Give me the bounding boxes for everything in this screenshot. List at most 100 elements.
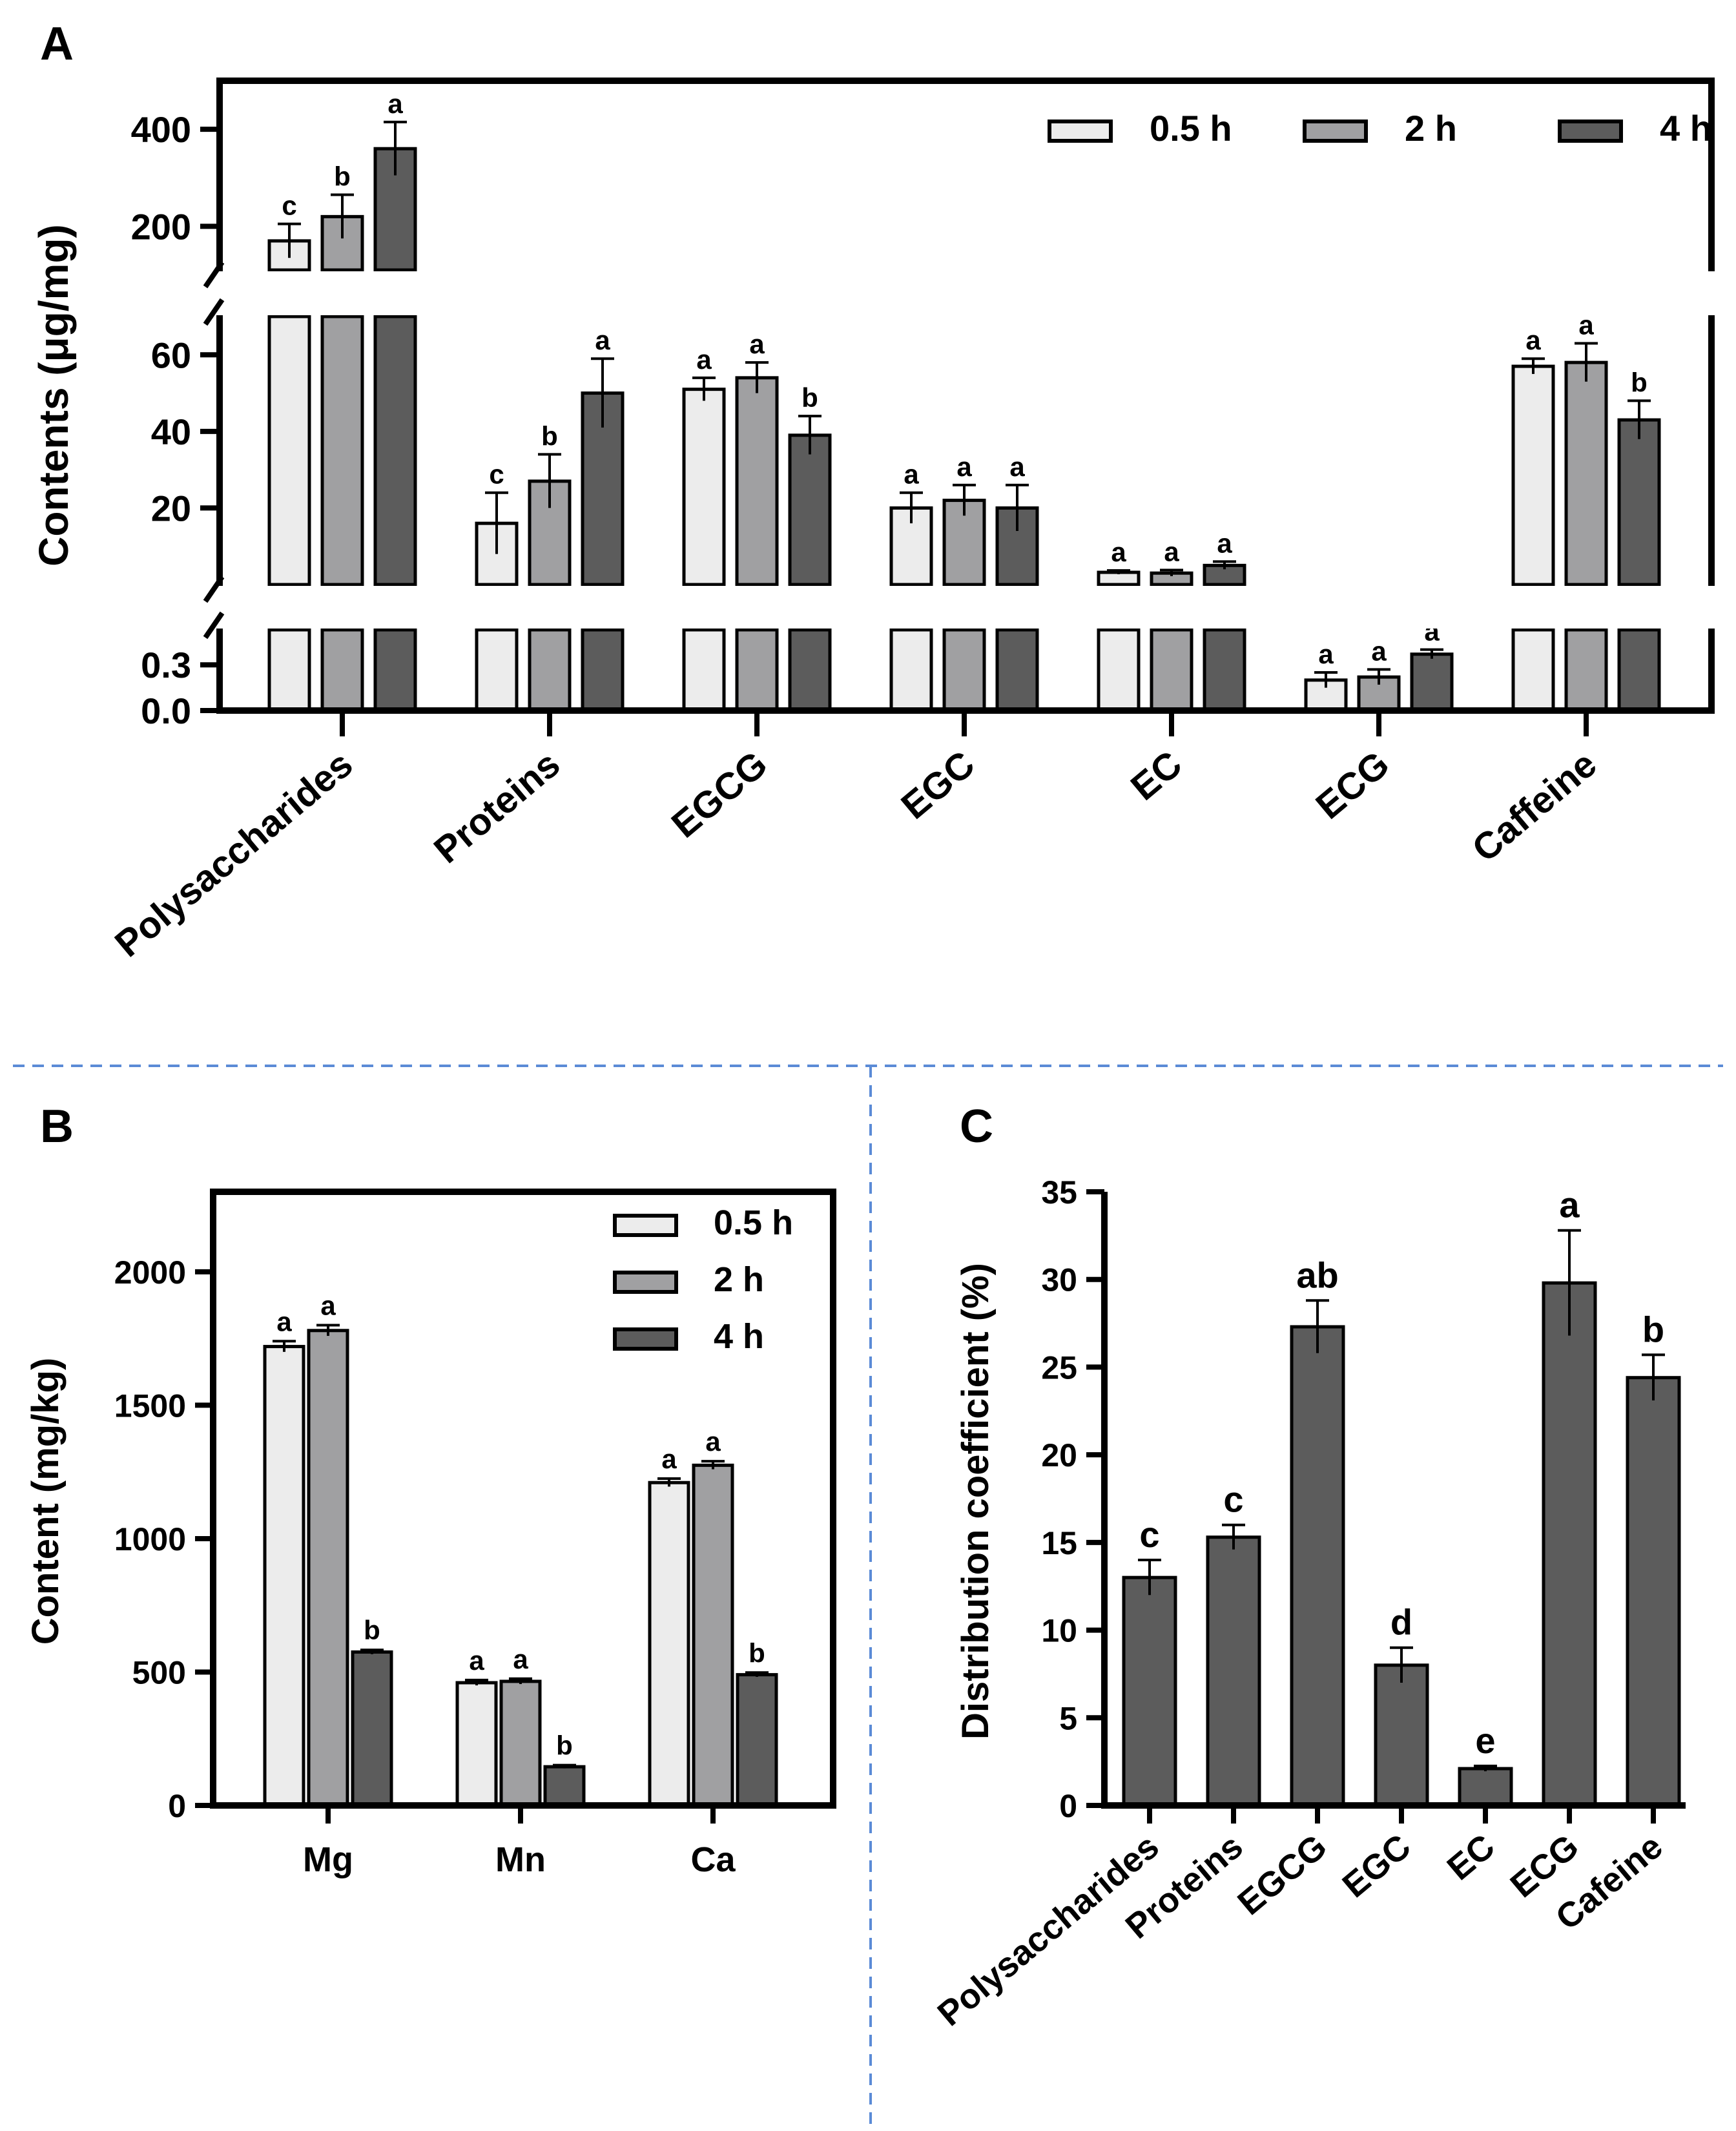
ytick-label-b-500: 500 [132, 1654, 186, 1690]
bar-a-05h-egc-bottom [889, 628, 933, 712]
xtick-label-a-proteins: Proteins [426, 743, 568, 871]
legend-label-b-2: 4 h [714, 1317, 764, 1356]
bar-a-2h-caffeine-bottom [1564, 628, 1608, 712]
ytick-label-c-15: 15 [1041, 1525, 1077, 1561]
sig-letter-c-2: ab [1296, 1254, 1338, 1295]
ytick-label-c-10: 10 [1041, 1613, 1077, 1649]
sig-letter-a-0-0: c [282, 191, 296, 221]
bar-a-2h-egcg-middle [735, 376, 779, 587]
xtick-label-a-ec: EC [1123, 743, 1190, 809]
ytick-label-c-5: 5 [1059, 1700, 1077, 1736]
legend-label-a-1: 2 h [1405, 108, 1457, 149]
sig-letter-a-2-6: b [1631, 367, 1648, 397]
bar-b-4h-ca [736, 1673, 778, 1807]
legend-swatch-b-1 [613, 1271, 678, 1294]
sig-letter-c-4: e [1475, 1720, 1495, 1761]
bar-c-egc [1374, 1663, 1429, 1807]
ylabel-c: Distribution coefficient (%) [955, 1263, 997, 1740]
legend-swatch-a-2 [1558, 120, 1623, 143]
sig-letter-a-1-2: a [749, 329, 765, 359]
sig-letter-b-1-1: a [513, 1644, 528, 1674]
bar-b-05h-mg [263, 1345, 305, 1807]
ytick-label-b-0: 0 [168, 1788, 186, 1824]
bar-a-2h-polysaccharides-bottom [320, 628, 364, 712]
xtick-label-b-mg: Mg [303, 1840, 353, 1879]
sig-letter-a-2-2: b [801, 382, 818, 413]
bar-a-4h-egcg-middle [788, 433, 832, 587]
sig-letter-b-0-1: a [469, 1645, 484, 1676]
bar-a-05h-egcg-bottom [682, 628, 726, 712]
axis-break-gap-0 [212, 271, 1719, 315]
ylabel-a: Contents (μg/mg) [30, 224, 77, 567]
sig-letter-a-1-0: b [334, 161, 351, 192]
xtick-label-a-egcg: EGCG [664, 743, 776, 846]
ytick-label-a-0.3: 0.3 [141, 645, 191, 685]
axis-break-mark-top-1 [203, 575, 225, 603]
sig-letter-a-2-3: a [1009, 452, 1025, 482]
bar-a-05h-caffeine-bottom [1511, 628, 1555, 712]
bar-b-4h-mg [351, 1650, 393, 1807]
ytick-label-c-20: 20 [1041, 1437, 1077, 1473]
sig-letter-a-0-1: c [489, 459, 504, 490]
sig-letter-a-0-2: a [696, 344, 712, 375]
ytick-label-a-0.0: 0.0 [141, 691, 191, 731]
sig-letter-b-2-0: b [364, 1615, 380, 1645]
bar-a-05h-proteins-bottom [475, 628, 519, 712]
sig-letter-b-2-2: b [749, 1637, 765, 1668]
sig-letter-c-5: a [1559, 1185, 1580, 1225]
sig-letter-a-0-6: a [1525, 325, 1541, 355]
xtick-label-c-egcg: EGCG [1230, 1827, 1334, 1922]
xtick-label-a-caffeine: Caffeine [1464, 743, 1604, 870]
legend-label-b-1: 2 h [714, 1260, 764, 1299]
legend-label-b-0: 0.5 h [714, 1203, 793, 1242]
sig-letter-b-1-0: a [320, 1291, 336, 1321]
sig-letter-b-0-0: a [276, 1306, 292, 1336]
legend-label-a-0: 0.5 h [1150, 108, 1232, 149]
bar-a-2h-egcg-bottom [735, 628, 779, 712]
bar-c-cafeine [1626, 1376, 1681, 1807]
ytick-label-c-25: 25 [1041, 1349, 1077, 1386]
sig-letter-a-2-4: a [1217, 528, 1232, 558]
ytick-label-b-1000: 1000 [114, 1521, 186, 1557]
bar-a-2h-egc-bottom [942, 628, 986, 712]
bar-a-4h-caffeine-middle [1617, 418, 1661, 587]
bar-a-05h-caffeine-middle [1511, 364, 1555, 587]
axis-break-gap-1 [212, 586, 1719, 629]
bar-a-4h-ec-bottom [1203, 628, 1246, 712]
axis-break-mark-bottom-1 [203, 611, 225, 639]
bar-a-05h-polysaccharides-middle [267, 315, 311, 587]
xtick-label-a-ecg: ECG [1308, 743, 1397, 827]
sig-letter-c-0: c [1139, 1514, 1159, 1555]
sig-letter-c-1: c [1223, 1479, 1243, 1520]
sig-letter-a-2-1: a [595, 325, 610, 355]
sig-letter-b-2-1: b [556, 1731, 573, 1761]
sig-letter-b-1-2: a [705, 1426, 721, 1457]
bar-a-4h-proteins-bottom [581, 628, 625, 712]
xtick-label-b-mn: Mn [495, 1840, 546, 1879]
sig-letter-a-0-4: a [1111, 537, 1126, 567]
xtick-label-a-polysaccharides: Polysaccharides [107, 743, 360, 965]
ytick-label-b-2000: 2000 [114, 1254, 186, 1291]
legend-swatch-a-0 [1048, 120, 1113, 143]
ytick-label-c-0: 0 [1059, 1788, 1077, 1824]
panel-label-a: A [40, 18, 74, 70]
bar-b-2h-mg [307, 1329, 349, 1807]
bar-a-2h-polysaccharides-middle [320, 315, 364, 587]
bar-a-4h-egc-bottom [995, 628, 1039, 712]
bar-a-2h-ec-bottom [1150, 628, 1194, 712]
sig-letter-a-1-5: a [1371, 636, 1387, 666]
legend-swatch-a-1 [1303, 120, 1368, 143]
sig-letter-c-3: d [1390, 1602, 1412, 1643]
bar-a-05h-polysaccharides-bottom [267, 628, 311, 712]
bar-c-egcg [1290, 1325, 1345, 1807]
bar-a-05h-ec-bottom [1097, 628, 1141, 712]
xtick-label-c-ec: EC [1440, 1827, 1502, 1887]
xtick-label-c-egc: EGC [1335, 1827, 1418, 1905]
xtick-label-b-ca: Ca [690, 1840, 736, 1879]
panel-label-b: B [40, 1101, 74, 1152]
ytick-label-c-30: 30 [1041, 1262, 1077, 1298]
xtick-label-a-egc: EGC [893, 743, 982, 827]
sig-letter-a-2-0: a [388, 88, 403, 119]
bar-b-05h-ca [648, 1481, 690, 1807]
